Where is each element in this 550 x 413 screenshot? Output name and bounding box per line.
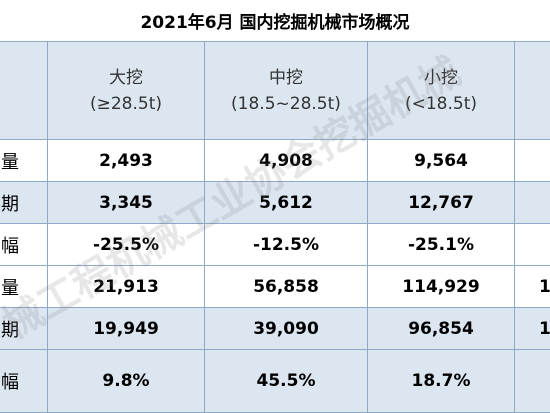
data-cell: 45.5%	[205, 350, 368, 413]
header-text: (<18.5t)	[404, 93, 478, 114]
data-cell: 1	[515, 308, 550, 350]
data-cell: 21,913	[48, 266, 205, 308]
data-cell: 56,858	[205, 266, 368, 308]
header-cell: 大挖 (≥28.5t)	[48, 42, 205, 140]
data-cell: 114,929	[368, 266, 515, 308]
data-cell: -25.1%	[368, 224, 515, 266]
data-cell: 3,345	[48, 182, 205, 224]
header-text: 大挖	[109, 67, 143, 88]
row-label: 量	[0, 140, 48, 182]
data-cell: 5,612	[205, 182, 368, 224]
header-text: 小挖	[424, 67, 458, 88]
header-cell: 中挖 (18.5~28.5t)	[205, 42, 368, 140]
data-cell	[515, 140, 550, 182]
data-cell	[515, 182, 550, 224]
row-label: 期	[0, 182, 48, 224]
row-label: 幅	[0, 350, 48, 413]
header-text: (≥28.5t)	[89, 93, 163, 114]
header-text: (18.5~28.5t)	[231, 93, 341, 114]
data-cell: 9,564	[368, 140, 515, 182]
header-text: 中挖	[269, 67, 303, 88]
header-cell	[0, 42, 48, 140]
data-cell: 4,908	[205, 140, 368, 182]
header-cell	[515, 42, 550, 140]
data-cell: 39,090	[205, 308, 368, 350]
data-cell	[515, 224, 550, 266]
data-cell: 2,493	[48, 140, 205, 182]
data-cell: -12.5%	[205, 224, 368, 266]
data-cell: 12,767	[368, 182, 515, 224]
data-cell: 9.8%	[48, 350, 205, 413]
data-cell	[515, 350, 550, 413]
data-cell: 18.7%	[368, 350, 515, 413]
row-label: 量	[0, 266, 48, 308]
data-cell: 19,949	[48, 308, 205, 350]
row-label: 期	[0, 308, 48, 350]
header-cell: 小挖 (<18.5t)	[368, 42, 515, 140]
table-title: 2021年6月 国内挖掘机械市场概况	[0, 0, 550, 42]
row-label: 幅	[0, 224, 48, 266]
data-cell: -25.5%	[48, 224, 205, 266]
data-cell: 96,854	[368, 308, 515, 350]
data-cell: 1	[515, 266, 550, 308]
